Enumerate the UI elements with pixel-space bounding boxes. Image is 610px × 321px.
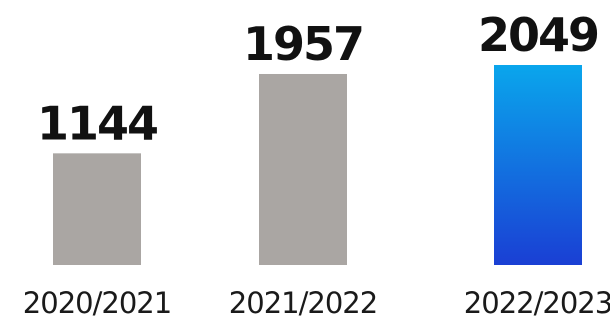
value-labels-layer: 1144 1957 2049 (37, 8, 600, 150)
bar-value-label: 1957 (243, 17, 363, 71)
bar-value-label: 2049 (478, 8, 598, 62)
category-labels-layer: 2020/2021 2021/2022 2022/2023 (23, 286, 610, 320)
bar-2020-2021 (53, 153, 141, 265)
bars-layer (53, 65, 582, 266)
x-tick-label: 2022/2023 (464, 286, 610, 320)
bar-2022-2023 (494, 65, 582, 265)
x-tick-label: 2020/2021 (23, 286, 171, 320)
bar-value-label: 1144 (37, 96, 157, 150)
x-tick-label: 2021/2022 (229, 286, 377, 320)
bar-2021-2022 (259, 73, 347, 266)
